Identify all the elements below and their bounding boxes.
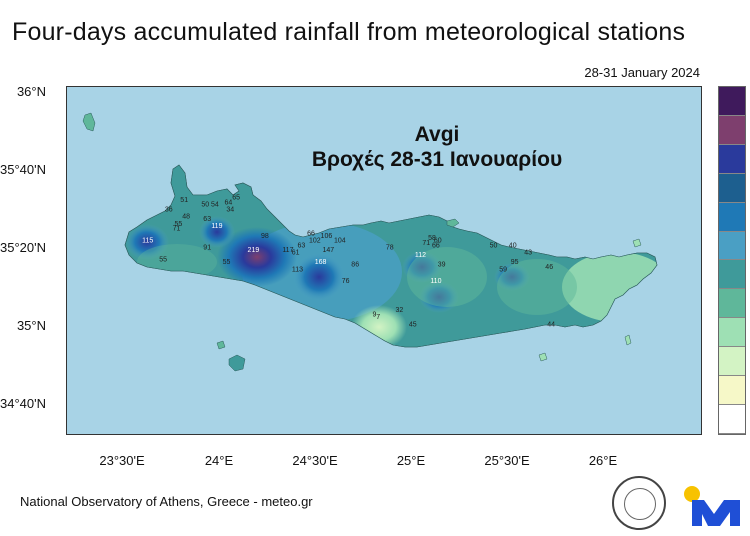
station-value: 58	[428, 235, 436, 242]
legend-swatch	[719, 231, 745, 261]
station-value: 34	[226, 206, 234, 213]
legend-swatch	[719, 115, 745, 145]
station-value: 64	[225, 199, 233, 206]
overlay-title-line2: Βροχές 28-31 Ιανουαρίου	[311, 148, 563, 171]
station-value: 40	[509, 242, 517, 249]
station-value: 65	[232, 195, 240, 202]
station-value: 168	[315, 259, 327, 266]
x-tick: 25°E	[396, 453, 426, 468]
x-tick: 24°30'E	[292, 453, 338, 468]
station-value: 98	[261, 233, 269, 240]
station-value: 71	[422, 240, 430, 247]
station-value: 102	[309, 238, 321, 245]
crete-outline	[124, 164, 658, 348]
overlay-title-line1: Avgi	[414, 123, 460, 146]
x-tick: 26°E	[588, 453, 618, 468]
station-value: 117	[282, 247, 293, 254]
station-value: 71	[173, 226, 181, 233]
x-tick: 24°E	[204, 453, 234, 468]
station-value: 50	[490, 242, 498, 249]
chart-title: Four-days accumulated rainfall from mete…	[12, 18, 686, 46]
date-range: 28-31 January 2024	[584, 65, 700, 80]
station-value: 113	[292, 266, 303, 273]
legend-swatch	[719, 173, 745, 203]
legend-swatch	[719, 347, 745, 377]
station-value: 45	[409, 321, 417, 328]
footer-credit: National Observatory of Athens, Greece -…	[20, 494, 313, 509]
legend-swatch	[719, 87, 745, 116]
station-value: 112	[415, 252, 426, 259]
station-value: 50	[201, 202, 209, 209]
islet-se	[538, 352, 548, 362]
x-tick: 23°30'E	[99, 453, 145, 468]
station-value: 44	[547, 321, 555, 328]
station-value: 86	[351, 262, 359, 269]
legend-swatch	[719, 260, 745, 290]
station-value: 36	[165, 206, 173, 213]
station-value: 48	[182, 214, 190, 221]
station-value: 115	[142, 238, 153, 245]
station-value: 106	[321, 233, 333, 240]
observatory-seal-logo	[612, 476, 666, 530]
station-value: 59	[499, 266, 507, 273]
station-value: 54	[211, 202, 219, 209]
x-tick: 25°30'E	[484, 453, 530, 468]
station-value: 32	[396, 307, 404, 314]
station-value: 55	[175, 221, 183, 228]
y-tick: 35°40'N	[0, 162, 46, 177]
station-value: 39	[438, 262, 446, 269]
overlay-title: Avgi Βροχές 28-31 Ιανουαρίου	[287, 122, 587, 172]
legend-swatch	[719, 289, 745, 319]
meteo-logo	[684, 486, 740, 526]
station-value: 91	[203, 245, 211, 252]
legend-swatch	[719, 404, 745, 434]
station-value: 119	[211, 223, 222, 230]
station-value: 55	[223, 259, 231, 266]
islet-nw	[82, 112, 96, 132]
station-value: 55	[159, 257, 167, 264]
y-tick: 34°40'N	[0, 396, 46, 411]
islet-east	[632, 238, 642, 248]
station-value: 61	[292, 250, 300, 257]
station-value: 9	[372, 312, 376, 319]
station-value: 104	[334, 238, 346, 245]
legend-swatch	[719, 144, 745, 174]
dia-islet	[446, 218, 460, 228]
y-tick: 36°N	[16, 84, 46, 99]
islet-far-se	[624, 334, 632, 346]
map-panel[interactable]: 115 55 36 51 48 55 71 50 63 54 34 64 65 119 91 55 98 219 1…	[66, 86, 702, 435]
gavdos-islet	[228, 354, 246, 372]
y-tick: 35°20'N	[0, 240, 46, 255]
station-value: 219	[248, 247, 260, 254]
station-value: 76	[342, 278, 350, 285]
legend-swatch	[719, 202, 745, 232]
y-tick: 35°N	[16, 318, 46, 333]
station-value: 51	[180, 197, 188, 204]
station-value: 7	[376, 314, 380, 321]
station-value: 66	[307, 230, 315, 237]
station-value: 147	[322, 247, 334, 254]
station-value: 110	[430, 278, 441, 285]
station-value: 66	[432, 242, 440, 249]
station-value: 63	[203, 216, 211, 223]
station-value: 43	[524, 250, 532, 257]
station-value: 78	[386, 245, 394, 252]
islet-small	[216, 340, 226, 350]
station-value: 60	[434, 238, 442, 245]
color-scale-legend	[718, 86, 746, 435]
station-value: 46	[545, 264, 553, 271]
legend-swatch	[719, 376, 745, 405]
station-value: 63	[298, 242, 306, 249]
station-value: 95	[511, 259, 519, 266]
legend-swatch	[719, 318, 745, 348]
